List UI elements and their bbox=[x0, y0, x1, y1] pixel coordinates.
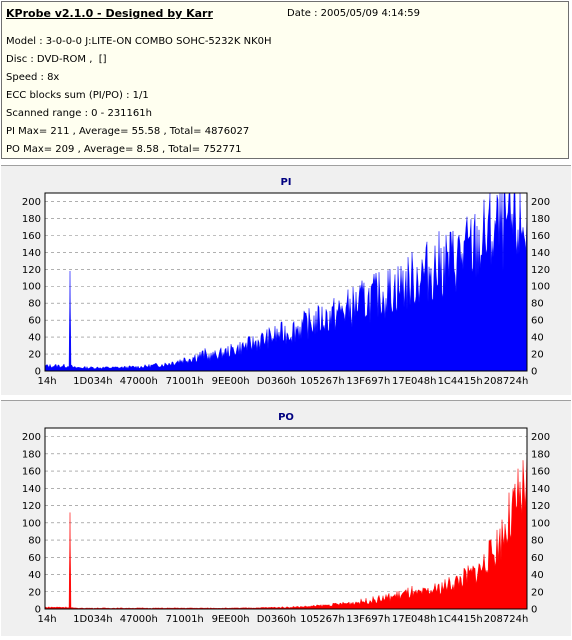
po-stats-line: PO Max= 209 , Average= 8.58 , Total= 752… bbox=[6, 144, 242, 155]
po-x-tick-label: 13F697h bbox=[346, 614, 390, 625]
po-chart-panel: PO 0 0 20 20 40 40 60 60 80 80 100 100 120 120 140 140 16… bbox=[1, 400, 571, 636]
pi-x-tick-label: 9EE00h bbox=[212, 376, 250, 387]
pi-x-tick-label: 14h bbox=[37, 376, 56, 387]
pi-x-tick-label: 17E048h bbox=[392, 376, 436, 387]
pi-chart-title: PI bbox=[280, 177, 291, 188]
po-y-tick-label-right: 60 bbox=[531, 553, 544, 564]
pi-y-tick-label: 20 bbox=[28, 350, 41, 361]
pi-x-tick-label: 71001h bbox=[166, 376, 204, 387]
pi-plot-frame bbox=[44, 192, 528, 372]
pi-chart: PI 0 0 20 20 40 40 60 60 80 80 100 100 120 120 140 140 16… bbox=[22, 177, 550, 387]
po-y-tick-label: 40 bbox=[28, 570, 41, 581]
po-x-tick-label: 1C4415h bbox=[438, 614, 483, 625]
pi-y-tick-label: 160 bbox=[22, 231, 41, 242]
po-x-tick-label: D0360h bbox=[257, 614, 297, 625]
pi-y-tick-label: 200 bbox=[22, 197, 41, 208]
po-y-tick-label-right: 100 bbox=[531, 518, 550, 529]
po-y-tick-label-right: 140 bbox=[531, 484, 550, 495]
pi-y-tick-label: 100 bbox=[22, 282, 41, 293]
pi-y-tick-label-right: 100 bbox=[531, 282, 550, 293]
po-plot-frame bbox=[44, 427, 528, 610]
pi-x-tick-label: 208724h bbox=[484, 376, 529, 387]
po-series-area bbox=[44, 446, 528, 610]
po-x-tick-label: 17E048h bbox=[392, 614, 436, 625]
po-y-tick-label-right: 80 bbox=[531, 536, 544, 547]
pi-x-tick-label: 47000h bbox=[120, 376, 158, 387]
po-y-tick-label-right: 160 bbox=[531, 467, 550, 478]
speed-line: Speed : 8x bbox=[6, 72, 60, 83]
pi-x-tick-label: D0360h bbox=[257, 376, 297, 387]
po-x-tick-label: 208724h bbox=[484, 614, 529, 625]
po-y-tick-label: 140 bbox=[22, 484, 41, 495]
pi-x-tick-label: 1C4415h bbox=[438, 376, 483, 387]
po-chart: PO 0 0 20 20 40 40 60 60 80 80 100 100 120 120 140 140 16… bbox=[22, 412, 550, 625]
pi-y-tick-label: 60 bbox=[28, 316, 41, 327]
ecc-line: ECC blocks sum (PI/PO) : 1/1 bbox=[6, 90, 149, 101]
pi-y-tick-label: 140 bbox=[22, 248, 41, 259]
po-y-tick-label: 100 bbox=[22, 518, 41, 529]
pi-chart-panel: PI 0 0 20 20 40 40 60 60 80 80 100 100 120 120 140 140 16… bbox=[1, 165, 571, 395]
pi-y-tick-label: 120 bbox=[22, 265, 41, 276]
pi-y-tick-label-right: 200 bbox=[531, 197, 550, 208]
po-y-tick-label-right: 200 bbox=[531, 432, 550, 443]
range-line: Scanned range : 0 - 231161h bbox=[6, 108, 152, 119]
pi-y-tick-label: 0 bbox=[35, 367, 41, 378]
model-line: Model : 3-0-0-0 J:LITE-ON COMBO SOHC-523… bbox=[6, 36, 272, 47]
po-y-tick-label: 60 bbox=[28, 553, 41, 564]
po-plot-area bbox=[44, 427, 528, 610]
po-x-tick-label: 9EE00h bbox=[212, 614, 250, 625]
pi-y-tick-label: 80 bbox=[28, 299, 41, 310]
po-y-tick-label: 20 bbox=[28, 587, 41, 598]
po-x-tick-label: 105267h bbox=[300, 614, 345, 625]
pi-x-tick-label: 13F697h bbox=[346, 376, 390, 387]
po-y-tick-label: 0 bbox=[35, 605, 41, 616]
scan-date: Date : 2005/05/09 4:14:59 bbox=[287, 8, 420, 19]
pi-y-tick-label-right: 160 bbox=[531, 231, 550, 242]
pi-y-tick-label-right: 0 bbox=[531, 367, 537, 378]
disc-line: Disc : DVD-ROM , [] bbox=[6, 54, 107, 65]
po-y-tick-label: 200 bbox=[22, 432, 41, 443]
po-y-tick-label: 80 bbox=[28, 536, 41, 547]
po-x-tick-label: 1D034h bbox=[73, 614, 113, 625]
pi-y-tick-label-right: 140 bbox=[531, 248, 550, 259]
pi-y-tick-label-right: 180 bbox=[531, 214, 550, 225]
pi-y-tick-label-right: 120 bbox=[531, 265, 550, 276]
po-y-tick-label-right: 120 bbox=[531, 501, 550, 512]
pi-y-tick-label: 40 bbox=[28, 333, 41, 344]
po-x-tick-label: 14h bbox=[37, 614, 56, 625]
pi-y-tick-label-right: 20 bbox=[531, 350, 544, 361]
pi-series-area bbox=[44, 192, 528, 372]
po-y-tick-label: 120 bbox=[22, 501, 41, 512]
po-y-tick-label-right: 40 bbox=[531, 570, 544, 581]
po-x-tick-label: 71001h bbox=[166, 614, 204, 625]
pi-y-tick-label-right: 80 bbox=[531, 299, 544, 310]
pi-y-tick-label-right: 40 bbox=[531, 333, 544, 344]
pi-y-tick-label-right: 60 bbox=[531, 316, 544, 327]
info-panel: KProbe v2.1.0 - Designed by Karr Date : … bbox=[1, 1, 569, 159]
po-y-tick-label-right: 180 bbox=[531, 449, 550, 460]
po-y-tick-label-right: 0 bbox=[531, 605, 537, 616]
po-y-tick-label: 180 bbox=[22, 449, 41, 460]
app-title: KProbe v2.1.0 - Designed by Karr bbox=[6, 7, 213, 20]
po-y-tick-label: 160 bbox=[22, 467, 41, 478]
po-y-tick-label-right: 20 bbox=[531, 587, 544, 598]
po-x-tick-label: 47000h bbox=[120, 614, 158, 625]
pi-x-tick-label: 105267h bbox=[300, 376, 345, 387]
pi-y-tick-label: 180 bbox=[22, 214, 41, 225]
pi-x-tick-label: 1D034h bbox=[73, 376, 113, 387]
po-chart-title: PO bbox=[278, 412, 294, 423]
pi-stats-line: PI Max= 211 , Average= 55.58 , Total= 48… bbox=[6, 126, 250, 137]
